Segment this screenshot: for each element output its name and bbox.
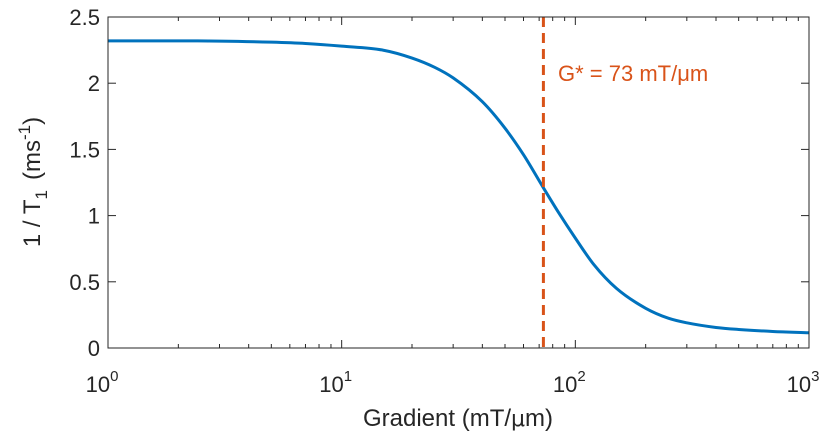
y-axis-label-end: ) <box>19 117 46 125</box>
y-axis-label-sup: -1 <box>15 125 34 140</box>
y-tick-label: 2 <box>88 71 100 96</box>
x-tick-label: 103 <box>787 368 820 397</box>
x-axis-label: Gradient (mT/μm) <box>363 405 553 432</box>
y-tick-label: 0 <box>88 336 100 361</box>
y-axis-label: 1 / T1 (ms-1) <box>15 117 51 247</box>
y-axis-label-sub: 1 <box>32 190 51 199</box>
reference-vline-label: G* = 73 mT/μm <box>558 61 708 86</box>
y-tick-label: 2.5 <box>69 5 100 30</box>
series-group <box>107 39 810 335</box>
plot-frame <box>107 16 810 349</box>
x-tick-label: 101 <box>319 368 352 397</box>
x-tick-label: 102 <box>553 368 586 397</box>
x-axis-label-main: Gradient (mT/ <box>363 405 511 432</box>
y-axis-label-prefix: 1 / T <box>19 199 46 247</box>
x-tick-label: 100 <box>86 368 119 397</box>
series-line <box>107 39 810 335</box>
y-tick-labels: 0 0.5 1 1.5 2 2.5 <box>69 5 100 361</box>
plot-area <box>108 17 809 348</box>
y-tick-label: 1.5 <box>69 137 100 162</box>
x-axis-label-end: m) <box>525 405 553 432</box>
y-tick-label: 1 <box>88 204 100 229</box>
y-axis-label-middle: (ms <box>19 140 46 180</box>
y-tick-label: 0.5 <box>69 270 100 295</box>
minor-ticks <box>177 17 799 348</box>
x-tick-labels: 100 101 102 103 <box>86 368 820 397</box>
vline-group: G* = 73 mT/μm <box>541 17 708 348</box>
x-axis-label-mu: μ <box>511 407 525 432</box>
